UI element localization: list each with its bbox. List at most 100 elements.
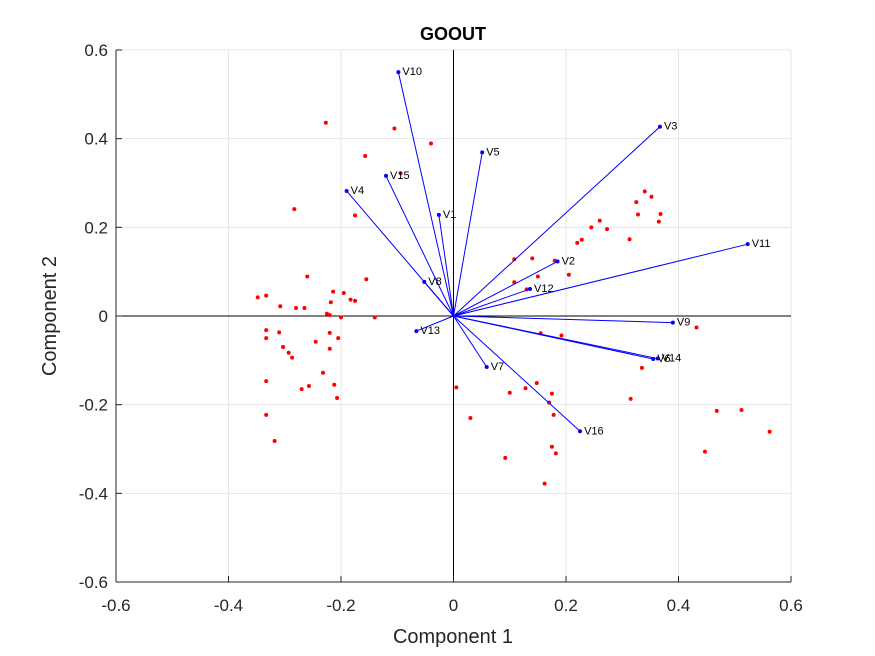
vector-endpoint-v13 bbox=[414, 329, 419, 334]
observation-point bbox=[468, 415, 473, 420]
vector-line-v7 bbox=[453, 315, 488, 368]
observation-point bbox=[551, 412, 556, 417]
vector-label-v5: V5 bbox=[486, 146, 499, 158]
observation-point bbox=[339, 315, 343, 320]
vector-endpoint-v16 bbox=[578, 429, 583, 434]
observation-point bbox=[542, 481, 547, 486]
observation-point bbox=[549, 444, 554, 449]
observation-point bbox=[579, 237, 584, 242]
vector-line-v14 bbox=[453, 315, 658, 360]
observation-point bbox=[627, 237, 632, 242]
observation-point bbox=[264, 328, 269, 333]
observation-point bbox=[530, 256, 535, 261]
vector-endpoint-v11 bbox=[745, 242, 750, 247]
observation-point bbox=[694, 325, 699, 330]
observation-point bbox=[767, 429, 772, 434]
observation-point bbox=[535, 274, 540, 279]
vector-line-v13 bbox=[416, 315, 454, 332]
observation-point bbox=[277, 330, 282, 335]
x-tick-label: -0.4 bbox=[214, 596, 243, 615]
observation-point bbox=[306, 384, 311, 389]
vector-line-v1 bbox=[438, 214, 454, 317]
vector-line-v8 bbox=[423, 281, 454, 317]
observation-point bbox=[566, 272, 571, 277]
observation-points bbox=[255, 120, 772, 486]
observation-point bbox=[327, 330, 332, 335]
observation-point bbox=[549, 391, 554, 396]
vector-label-v12: V12 bbox=[534, 283, 554, 295]
observation-point bbox=[642, 189, 647, 194]
vector-label-v16: V16 bbox=[584, 425, 604, 437]
observation-point bbox=[372, 315, 377, 320]
vector-endpoint-v5 bbox=[480, 150, 485, 155]
y-axis-title: Component 2 bbox=[39, 256, 61, 376]
x-tick-label: 0.2 bbox=[554, 596, 578, 615]
observation-point bbox=[255, 295, 260, 300]
x-axis-title: Component 1 bbox=[393, 626, 513, 648]
x-tick-label: -0.2 bbox=[326, 596, 355, 615]
observation-point bbox=[702, 449, 707, 454]
observation-point bbox=[656, 219, 661, 224]
y-tick-labels: -0.6 -0.4 -0.2 0 0.2 0.4 0.6 bbox=[79, 41, 108, 592]
vector-line-v12 bbox=[453, 288, 531, 317]
observation-point bbox=[534, 380, 539, 385]
vector-label-v7: V7 bbox=[491, 361, 504, 373]
x-tick-label: -0.6 bbox=[101, 596, 130, 615]
observation-point bbox=[523, 386, 528, 391]
observation-point bbox=[398, 171, 403, 176]
x-tick-labels: -0.6 -0.4 -0.2 0 0.2 0.4 0.6 bbox=[101, 596, 802, 615]
y-tick-label: 0.6 bbox=[84, 41, 108, 60]
y-tick-label: 0.4 bbox=[84, 130, 108, 149]
observation-point bbox=[313, 339, 318, 344]
vector-line-v11 bbox=[453, 243, 748, 317]
vector-endpoint-v15 bbox=[384, 173, 388, 178]
vector-endpoint-v7 bbox=[484, 364, 489, 369]
y-tick-label: -0.2 bbox=[79, 396, 108, 415]
vector-endpoint-v10 bbox=[396, 70, 401, 75]
observation-point bbox=[605, 227, 610, 232]
y-tick-label: 0.2 bbox=[84, 218, 108, 237]
vector-line-v2 bbox=[453, 261, 558, 317]
vector-label-v6: V6 bbox=[657, 353, 670, 365]
observation-point bbox=[553, 451, 558, 456]
vector-endpoint-v4 bbox=[344, 188, 349, 193]
observation-point bbox=[294, 306, 298, 311]
observation-point bbox=[353, 213, 358, 218]
vector-line-v3 bbox=[453, 126, 661, 317]
vector-label-v15: V15 bbox=[390, 170, 410, 182]
x-tick-label: 0 bbox=[449, 596, 458, 615]
observation-point bbox=[272, 439, 277, 444]
observation-point bbox=[328, 300, 333, 305]
observation-point bbox=[353, 298, 358, 303]
vector-label-v4: V4 bbox=[351, 185, 364, 197]
observation-point bbox=[589, 225, 594, 230]
observation-point bbox=[323, 120, 328, 125]
observation-point bbox=[281, 345, 286, 350]
observation-point bbox=[348, 297, 353, 302]
vector-label-v2: V2 bbox=[562, 255, 575, 267]
vector-labels: V1 V2 V3 V4 V5 V6 V7 V8 V9 V10 V11 V12 V13 V14 V15 V16 bbox=[351, 66, 771, 437]
observation-point bbox=[278, 304, 283, 309]
observation-point bbox=[302, 306, 307, 311]
observation-point bbox=[305, 274, 310, 279]
vector-endpoint-v12 bbox=[528, 286, 532, 291]
vector-label-v11: V11 bbox=[752, 238, 771, 250]
chart-title: GOOUT bbox=[420, 24, 486, 44]
vector-endpoint-v3 bbox=[657, 124, 662, 129]
observation-point bbox=[299, 387, 304, 392]
observation-point bbox=[335, 396, 340, 401]
vector-label-v13: V13 bbox=[420, 325, 440, 337]
observation-point bbox=[341, 290, 346, 295]
observation-point bbox=[364, 277, 369, 282]
observation-point bbox=[321, 370, 325, 375]
observation-point bbox=[264, 293, 269, 298]
y-tick-label: 0 bbox=[99, 307, 108, 326]
vector-line-v9 bbox=[453, 315, 673, 324]
observation-point bbox=[507, 390, 512, 395]
observation-point bbox=[292, 207, 297, 212]
observation-point bbox=[658, 212, 663, 217]
observation-point bbox=[628, 396, 633, 401]
y-tick-label: -0.4 bbox=[79, 484, 108, 503]
observation-point bbox=[503, 455, 508, 460]
